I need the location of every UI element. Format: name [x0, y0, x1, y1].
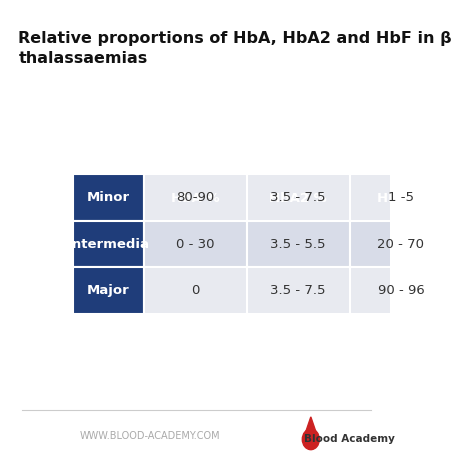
FancyBboxPatch shape — [247, 267, 349, 314]
Text: Major: Major — [87, 284, 130, 297]
Text: HbF %: HbF % — [377, 192, 425, 205]
FancyBboxPatch shape — [144, 220, 247, 267]
Text: 20 - 70: 20 - 70 — [377, 237, 424, 251]
FancyBboxPatch shape — [349, 220, 452, 267]
Text: Blood  Academy: Blood Academy — [110, 261, 361, 289]
FancyBboxPatch shape — [144, 174, 247, 220]
FancyBboxPatch shape — [247, 176, 349, 220]
Text: 1 -5: 1 -5 — [388, 191, 414, 204]
FancyBboxPatch shape — [144, 267, 247, 314]
FancyBboxPatch shape — [73, 220, 144, 267]
Circle shape — [302, 429, 319, 450]
Text: 0 - 30: 0 - 30 — [176, 237, 215, 251]
FancyBboxPatch shape — [349, 176, 452, 220]
Text: Relative proportions of HbA, HbA2 and HbF in β
thalassaemias: Relative proportions of HbA, HbA2 and Hb… — [18, 31, 452, 66]
Text: 80-90: 80-90 — [176, 191, 215, 204]
Text: Intermedia: Intermedia — [67, 237, 149, 251]
Text: Blood Academy: Blood Academy — [304, 434, 395, 444]
Polygon shape — [305, 417, 316, 433]
Text: 0: 0 — [191, 284, 200, 297]
Text: 3.5 - 7.5: 3.5 - 7.5 — [271, 191, 326, 204]
FancyBboxPatch shape — [73, 267, 144, 314]
FancyBboxPatch shape — [247, 174, 349, 220]
FancyBboxPatch shape — [144, 176, 247, 220]
Text: WWW.BLOOD-ACADEMY.COM: WWW.BLOOD-ACADEMY.COM — [80, 431, 220, 441]
FancyBboxPatch shape — [73, 174, 144, 220]
FancyBboxPatch shape — [247, 220, 349, 267]
FancyBboxPatch shape — [349, 174, 452, 220]
Text: 3.5 - 7.5: 3.5 - 7.5 — [271, 284, 326, 297]
Text: HbA %: HbA % — [171, 192, 220, 205]
Text: Minor: Minor — [87, 191, 130, 204]
FancyBboxPatch shape — [349, 267, 452, 314]
Text: 3.5 - 5.5: 3.5 - 5.5 — [271, 237, 326, 251]
Text: HbA2 %: HbA2 % — [269, 192, 327, 205]
Text: 90 - 96: 90 - 96 — [377, 284, 424, 297]
